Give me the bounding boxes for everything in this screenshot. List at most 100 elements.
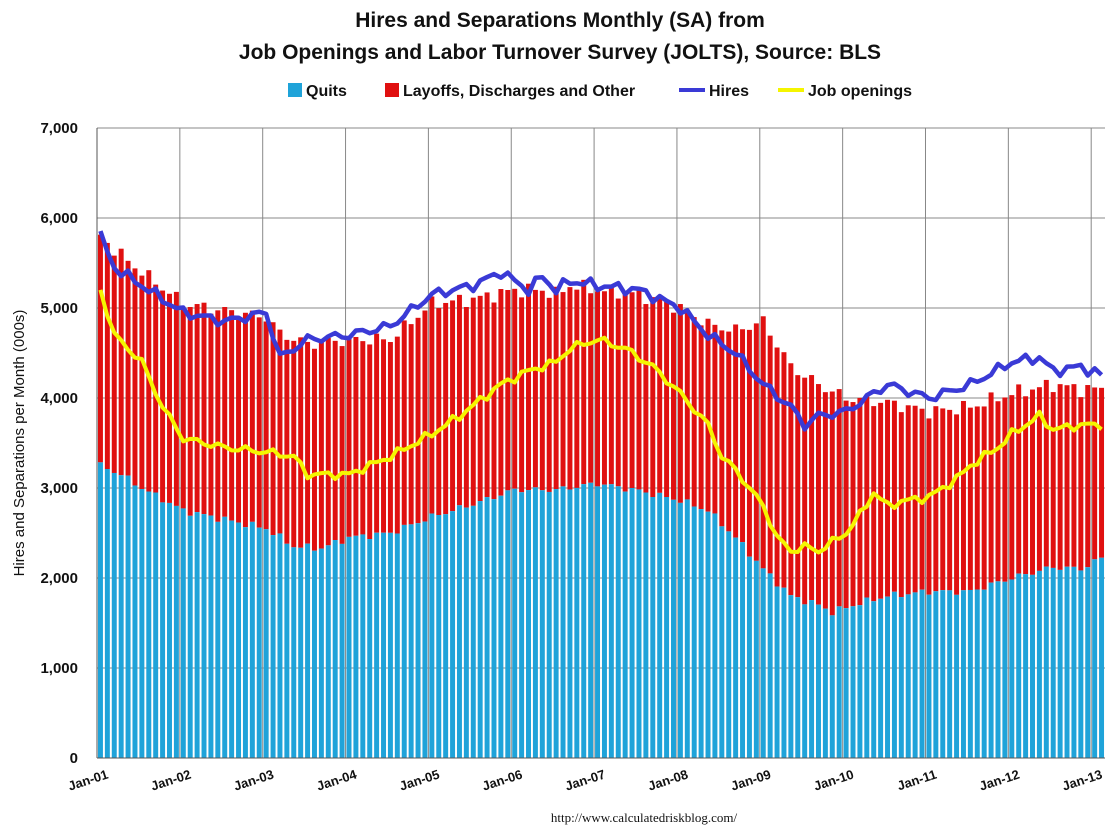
quits-bar [505,490,511,758]
layoffs-bar [1057,384,1063,570]
quits-bar [394,533,400,758]
quits-bar [249,521,255,758]
layoffs-bar [891,400,897,592]
layoffs-bar [291,340,297,548]
layoffs-bar [995,401,1001,582]
layoffs-bar [111,255,117,473]
quits-bar [781,587,787,758]
quits-bar [346,536,352,758]
layoffs-bar [719,330,725,527]
layoffs-bar [671,312,676,500]
quits-bar [519,492,525,758]
plot-area [97,128,1105,758]
layoffs-bar [809,375,815,601]
layoffs-bar [601,291,607,485]
x-tick-label: Jan-03 [232,767,276,794]
layoffs-bar [546,297,552,492]
quits-bar [588,482,594,758]
y-tick-label: 6,000 [40,210,78,227]
quits-bar [905,594,911,758]
x-tick-label: Jan-12 [977,767,1021,794]
quits-bar [208,515,214,758]
plot-background [97,128,1105,758]
layoffs-bar [422,310,428,522]
layoffs-bar [1099,387,1105,558]
layoffs-bar [484,292,490,498]
layoffs-bar [132,268,138,486]
quits-bar [173,505,179,758]
quits-bar [995,581,1001,758]
layoffs-bar [187,307,193,516]
quits-bar [726,531,732,758]
quits-bar [919,589,925,758]
quits-bar [512,488,518,758]
quits-bar [153,492,159,758]
layoffs-bar [560,292,566,487]
quits-bar [933,591,939,758]
quits-bar [339,543,345,758]
layoffs-bar [346,335,352,537]
quits-bar [325,545,331,758]
x-tick-label: Jan-10 [812,767,856,794]
layoffs-bar [298,337,304,548]
quits-bar [857,605,863,758]
quits-bar [553,489,559,758]
layoffs-bar [173,291,179,506]
quits-bar [1023,574,1029,758]
quits-bar [947,590,953,758]
quits-bar [201,514,207,758]
quits-bar [795,597,801,758]
legend-label: Job openings [808,83,912,100]
quits-bar [463,507,469,758]
quits-bar [277,533,283,758]
layoffs-bar [567,287,573,490]
bars [97,234,1105,758]
layoffs-bar [1043,379,1049,567]
quits-bar [401,524,407,758]
layoffs-bar [194,304,200,513]
quits-bar [1002,581,1008,758]
quits-bar [146,491,152,758]
hires-line [98,230,1104,432]
quits-bar [636,489,642,758]
layoffs-bar [898,412,904,598]
layoffs-bar [118,248,124,476]
layoffs-bar [664,301,670,497]
quits-bar [429,513,435,758]
layoffs-bar [505,290,511,491]
layoffs-bar [519,297,525,493]
quits-bar [194,512,200,758]
layoffs-bar [470,297,476,506]
x-tick-label: Jan-07 [563,767,607,794]
quits-bar [843,608,849,758]
layoffs-bar [450,300,456,512]
quits-bar [229,520,235,758]
layoffs-bar [1009,395,1015,580]
layoffs-bar [595,291,601,487]
quits-bar [822,608,828,758]
x-tick-label: Jan-09 [729,767,773,794]
layoffs-bar [401,320,407,525]
quits-bar [415,523,421,758]
quits-bar [698,509,704,758]
layoffs-bar [1071,384,1077,567]
quits-bar [298,547,304,758]
quits-bar [753,560,759,758]
x-tick-label: Jan-04 [315,766,360,793]
x-tick-label: Jan-13 [1060,767,1104,794]
quits-bar [622,491,628,758]
quits-bar [677,502,683,758]
quits-bar [360,534,366,758]
y-tick-label: 0 [70,750,78,767]
quits-bar [891,591,897,758]
quits-bar [1064,566,1070,758]
layoffs-bar [981,406,987,590]
quits-bar [684,499,690,758]
layoffs-bar [160,290,166,503]
layoffs-bar [249,310,255,522]
quits-bar [450,511,456,758]
job-openings-line [98,289,1103,555]
quits-bar [650,497,656,758]
layoffs-bar [394,336,400,534]
